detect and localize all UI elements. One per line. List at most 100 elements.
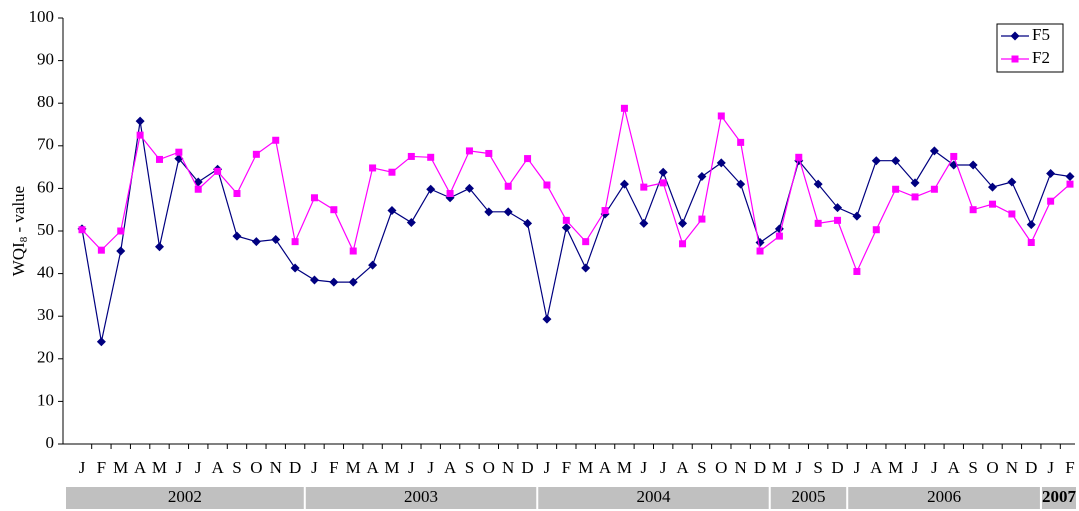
marker	[290, 263, 300, 273]
x-tick-label: M	[152, 458, 167, 477]
marker	[155, 155, 163, 163]
x-tick-label: A	[870, 458, 883, 477]
year-label: 2007	[1042, 487, 1077, 506]
marker	[154, 242, 164, 252]
marker	[252, 150, 260, 158]
marker	[1065, 171, 1075, 181]
marker	[619, 179, 629, 189]
marker	[698, 215, 706, 223]
marker	[659, 179, 667, 187]
x-tick-label: N	[270, 458, 282, 477]
x-tick-label: A	[134, 458, 147, 477]
marker	[911, 193, 919, 201]
x-tick-label: F	[97, 458, 106, 477]
x-tick-label: J	[1047, 458, 1054, 477]
x-tick-label: D	[754, 458, 766, 477]
marker	[1008, 210, 1016, 218]
year-box	[848, 487, 1040, 509]
marker	[852, 211, 862, 221]
marker	[775, 232, 783, 240]
marker	[543, 181, 551, 189]
x-tick-label: J	[854, 458, 861, 477]
marker	[194, 185, 202, 193]
x-tick-label: M	[578, 458, 593, 477]
marker	[271, 235, 281, 245]
marker	[910, 178, 920, 188]
x-tick-label: S	[232, 458, 241, 477]
marker	[523, 218, 533, 228]
y-tick-label: 20	[37, 348, 54, 367]
marker	[427, 153, 435, 161]
marker	[929, 146, 939, 156]
marker	[348, 277, 358, 287]
marker	[620, 104, 628, 112]
x-tick-label: M	[888, 458, 903, 477]
marker	[968, 160, 978, 170]
marker	[465, 147, 473, 155]
legend-label: F2	[1032, 48, 1050, 67]
x-tick-label: J	[408, 458, 415, 477]
y-axis-label: WQI8 - value	[9, 186, 30, 276]
x-tick-label: A	[676, 458, 689, 477]
year-label: 2002	[168, 487, 202, 506]
marker	[330, 206, 338, 214]
x-tick-label: N	[735, 458, 747, 477]
series-line	[81, 108, 1071, 274]
marker	[1026, 220, 1036, 230]
x-tick-label: J	[311, 458, 318, 477]
marker	[737, 138, 745, 146]
marker	[1027, 239, 1035, 247]
y-tick-label: 50	[37, 220, 54, 239]
marker	[485, 149, 493, 157]
marker	[891, 156, 901, 166]
series-line	[81, 121, 1071, 342]
marker	[368, 260, 378, 270]
marker	[464, 183, 474, 193]
year-box	[1041, 487, 1076, 509]
marker	[581, 263, 591, 273]
x-tick-label: J	[795, 458, 802, 477]
marker	[349, 247, 357, 255]
marker	[755, 238, 765, 248]
marker	[214, 167, 222, 175]
marker	[562, 216, 570, 224]
y-tick-label: 90	[37, 50, 54, 69]
marker	[1047, 197, 1055, 205]
marker	[1007, 177, 1017, 187]
year-label: 2005	[791, 487, 825, 506]
x-tick-label: M	[384, 458, 399, 477]
marker	[871, 156, 881, 166]
marker	[504, 182, 512, 190]
legend-box	[996, 23, 1064, 73]
marker	[969, 206, 977, 214]
marker	[388, 168, 396, 176]
year-label: 2004	[636, 487, 671, 506]
x-tick-label: D	[1025, 458, 1037, 477]
x-tick-label: D	[289, 458, 301, 477]
y-label-sub: 8	[18, 236, 30, 242]
marker	[542, 314, 552, 324]
x-tick-label: J	[195, 458, 202, 477]
x-tick-label: F	[562, 458, 571, 477]
marker	[329, 277, 339, 287]
marker	[639, 218, 649, 228]
x-tick-label: F	[1065, 458, 1074, 477]
marker	[272, 136, 280, 144]
marker	[251, 237, 261, 247]
marker	[135, 116, 145, 126]
marker	[717, 112, 725, 120]
marker	[989, 200, 997, 208]
x-tick-label: J	[176, 458, 183, 477]
x-tick-label: S	[465, 458, 474, 477]
marker	[872, 226, 880, 234]
y-tick-label: 0	[46, 433, 55, 452]
year-box	[66, 487, 304, 509]
marker	[117, 227, 125, 235]
marker	[233, 190, 241, 198]
x-tick-label: A	[366, 458, 379, 477]
marker	[291, 238, 299, 246]
legend-label: F5	[1032, 25, 1050, 44]
marker	[756, 247, 764, 255]
marker	[640, 183, 648, 191]
